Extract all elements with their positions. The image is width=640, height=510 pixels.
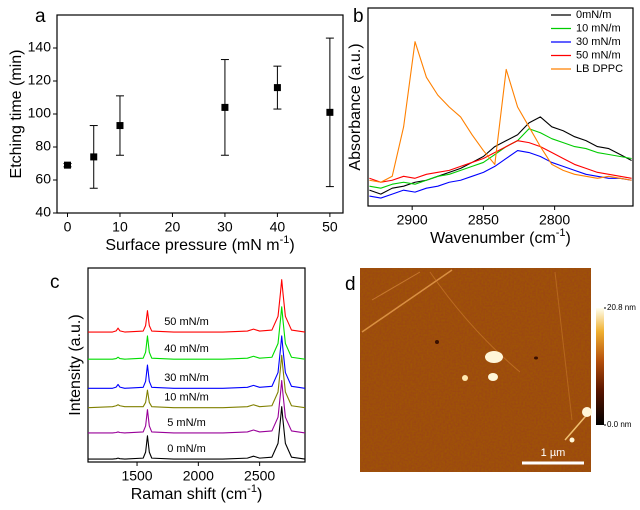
panel-label: b — [353, 6, 364, 27]
x-axis-title: Raman shift (cm-1) — [131, 483, 263, 503]
point — [273, 84, 281, 92]
superscript: -1 — [247, 483, 257, 495]
series-line — [88, 406, 306, 460]
x-tick-label: 30 — [217, 219, 233, 235]
colorbar-label: 20.8 nm — [607, 303, 636, 312]
series-line — [87, 354, 306, 409]
series-line — [88, 335, 306, 389]
y-tick-label: 120 — [28, 72, 52, 88]
legend-label: 0mN/m — [576, 9, 611, 21]
colorbar-label: 0.0 nm — [607, 420, 632, 429]
label-part: Raman shift (cm — [131, 486, 247, 503]
x-tick-label: 2900 — [397, 212, 428, 228]
x-tick-label: 2800 — [539, 212, 570, 228]
plot-frame — [56, 14, 344, 214]
x-tick-label: 2850 — [468, 212, 499, 228]
label-part: Wavenumber (cm — [430, 230, 556, 247]
afm-streak — [554, 271, 573, 421]
superscript: -1 — [556, 227, 566, 239]
y-tick-label: 60 — [35, 171, 51, 187]
series-line — [88, 306, 306, 360]
y-axis-title: Absorbance (a.u.) — [347, 43, 364, 170]
afm-texture — [360, 268, 591, 472]
panel-label: a — [35, 6, 46, 27]
colorbar — [596, 308, 604, 425]
series-label: 5 mN/m — [167, 417, 206, 429]
x-tick-label: 0 — [64, 219, 72, 235]
series-line — [88, 279, 306, 333]
point — [116, 122, 124, 130]
afm-image: 1 µm d — [345, 268, 604, 472]
x-tick-label: 10 — [112, 219, 128, 235]
legend-label: 30 mN/m — [576, 36, 621, 48]
afm-streak — [361, 269, 453, 333]
x-tick-label: 1500 — [121, 468, 152, 484]
label-part: ) — [257, 486, 262, 503]
y-tick-label: 140 — [28, 39, 52, 55]
series-line — [369, 116, 632, 195]
plot-frame — [87, 267, 306, 463]
series-label: 10 mN/m — [164, 392, 209, 404]
series-line — [369, 150, 632, 199]
afm-streak — [371, 271, 421, 301]
series-label: 50 mN/m — [164, 316, 209, 328]
legend-label: 50 mN/m — [576, 49, 621, 61]
afm-particle — [582, 407, 592, 417]
series-label: 30 mN/m — [164, 372, 209, 384]
point — [221, 103, 229, 111]
afm-particle — [488, 373, 498, 381]
panel: b 2900 2850 2800 0mN/m10 mN/m 30 mN/m50 mN/m L… — [353, 6, 634, 228]
series-line — [88, 379, 306, 434]
label-part: ) — [566, 230, 571, 247]
point — [90, 153, 98, 161]
panel: c 1500 2000 2500 0 mN/m 5 mN/m 10 mN/m 30 mN/m 4… — [50, 267, 306, 484]
y-tick-label: 80 — [35, 138, 51, 154]
afm-particle — [569, 437, 575, 443]
series-label: 0 mN/m — [167, 443, 206, 455]
afm-particle — [485, 351, 503, 363]
series-line — [369, 140, 632, 183]
x-tick-label: 20 — [165, 219, 181, 235]
afm-streak — [429, 271, 521, 373]
point — [326, 108, 334, 116]
y-axis-title: Etching time (min) — [8, 50, 25, 179]
label-part: Surface pressure (mN m — [105, 237, 279, 254]
panel-label: d — [345, 274, 356, 295]
x-axis-title: Surface pressure (mN m-1) — [105, 234, 294, 254]
x-tick-label: 40 — [270, 219, 286, 235]
afm-particle — [462, 375, 468, 381]
legend-label: 10 mN/m — [576, 22, 621, 34]
series-line — [369, 128, 632, 189]
x-tick-label: 2500 — [244, 468, 275, 484]
series-line — [369, 41, 632, 183]
y-tick-label: 40 — [35, 204, 51, 220]
afm-pit — [534, 356, 538, 360]
legend-label: LB DPPC — [576, 63, 623, 75]
y-axis-title: Intensity (a.u.) — [67, 314, 84, 415]
panel: a 0 10 20 30 40 50 40 60 80 100 120 140 — [28, 6, 344, 235]
plot-frame — [367, 7, 634, 207]
x-axis-title: Wavenumber (cm-1) — [430, 227, 571, 247]
label-part: ) — [289, 237, 294, 254]
afm-pit — [435, 340, 439, 344]
y-tick-label: 100 — [28, 105, 52, 121]
x-tick-label: 2000 — [183, 468, 214, 484]
scale-bar-label: 1 µm — [541, 447, 566, 459]
x-tick-label: 50 — [322, 219, 338, 235]
superscript: -1 — [280, 234, 290, 246]
panel-label: c — [50, 272, 60, 293]
point — [63, 161, 71, 169]
series-label: 40 mN/m — [164, 343, 209, 355]
